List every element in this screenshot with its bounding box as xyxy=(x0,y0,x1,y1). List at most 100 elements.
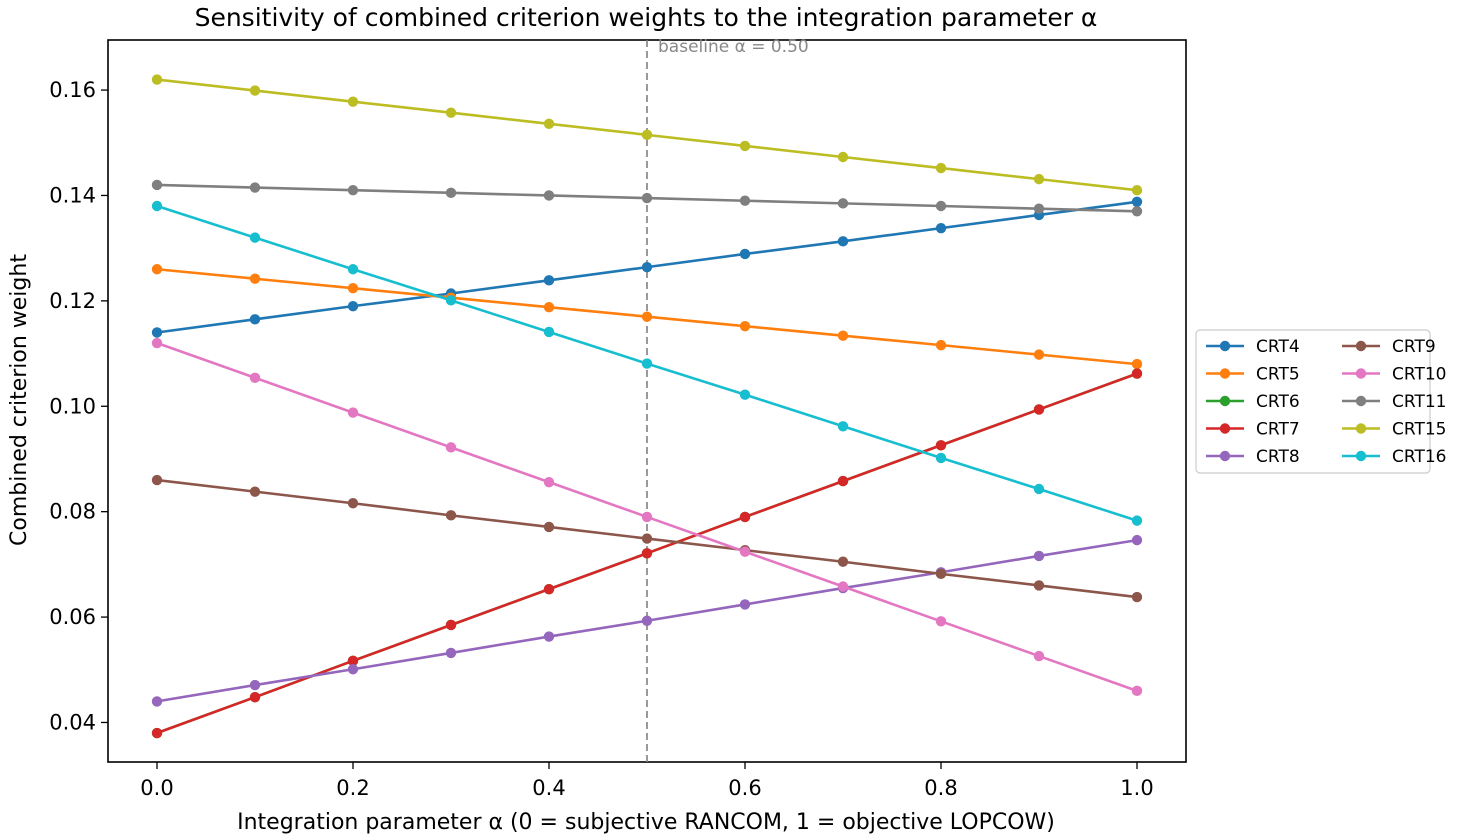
data-point-crt11 xyxy=(347,184,359,196)
data-point-crt15 xyxy=(445,107,457,118)
y-tick-label: 0.12 xyxy=(49,289,96,313)
y-tick-label: 0.04 xyxy=(49,710,96,734)
legend-marker-crt9 xyxy=(1355,340,1367,352)
x-tick-label: 0.4 xyxy=(532,776,565,800)
data-point-crt16 xyxy=(1033,483,1045,495)
data-point-crt5 xyxy=(641,311,653,322)
legend-label-crt6: CRT6 xyxy=(1256,392,1300,412)
data-point-crt15 xyxy=(347,96,359,107)
data-point-crt16 xyxy=(739,389,751,400)
data-point-crt7 xyxy=(249,691,261,703)
data-point-crt10 xyxy=(543,476,555,488)
data-point-crt7 xyxy=(543,583,555,595)
data-point-crt10 xyxy=(739,546,751,557)
data-point-crt5 xyxy=(935,339,947,351)
data-point-crt15 xyxy=(837,151,849,163)
data-point-crt9 xyxy=(837,556,849,567)
data-point-crt5 xyxy=(837,330,849,341)
legend-label-crt9: CRT9 xyxy=(1392,337,1436,357)
data-point-crt15 xyxy=(641,129,653,141)
y-tick-label: 0.06 xyxy=(49,605,96,629)
data-point-crt15 xyxy=(1131,184,1143,196)
legend-marker-crt5 xyxy=(1219,368,1231,379)
x-tick-label: 1.0 xyxy=(1120,776,1153,800)
data-point-crt5 xyxy=(347,283,359,294)
data-point-crt16 xyxy=(1131,515,1143,526)
legend-marker-crt4 xyxy=(1219,340,1231,352)
data-point-crt16 xyxy=(249,232,261,243)
data-point-crt9 xyxy=(445,510,457,521)
data-point-crt16 xyxy=(347,264,359,275)
series-crt4 xyxy=(151,196,1143,338)
data-point-crt15 xyxy=(935,162,947,174)
data-point-crt9 xyxy=(1131,591,1143,603)
legend-label-crt8: CRT8 xyxy=(1256,447,1300,467)
series-crt5 xyxy=(151,264,1143,370)
data-point-crt8 xyxy=(249,679,261,691)
axes-frame xyxy=(107,39,1187,763)
plot-area: 0.0 0.2 0.4 0.6 0.8 1.0 0.04 0.06 0.08 0.10 0.12 0.… xyxy=(49,37,1187,800)
data-point-crt9 xyxy=(935,568,947,580)
series-crt7 xyxy=(151,368,1143,739)
data-point-crt10 xyxy=(151,337,163,349)
data-point-crt4 xyxy=(641,261,653,273)
data-point-crt16 xyxy=(151,200,163,212)
data-point-crt8 xyxy=(445,647,457,659)
data-point-crt10 xyxy=(249,372,261,384)
chart-title: Sensitivity of combined criterion weight… xyxy=(195,3,1098,32)
data-point-crt10 xyxy=(445,442,457,453)
data-point-crt5 xyxy=(1131,358,1143,370)
legend-box xyxy=(1195,329,1431,474)
data-point-crt4 xyxy=(935,222,947,234)
data-point-crt4 xyxy=(347,300,359,312)
data-point-crt9 xyxy=(1033,580,1045,591)
data-point-crt10 xyxy=(347,407,359,418)
legend-label-crt11: CRT11 xyxy=(1392,392,1446,412)
legend-marker-crt7 xyxy=(1219,423,1231,434)
data-point-crt11 xyxy=(249,182,261,193)
series-crt15 xyxy=(151,74,1143,196)
x-tick-label: 0.6 xyxy=(728,776,761,800)
legend-label-crt7: CRT7 xyxy=(1256,420,1300,440)
data-point-crt9 xyxy=(641,533,653,544)
data-point-crt9 xyxy=(347,498,359,509)
legend-marker-crt8 xyxy=(1219,450,1231,462)
data-point-crt5 xyxy=(739,320,751,332)
data-point-crt7 xyxy=(347,655,359,667)
data-point-crt9 xyxy=(543,521,555,533)
x-axis-label: Integration parameter α (0 = subjective … xyxy=(237,810,1055,835)
data-point-crt5 xyxy=(1033,349,1045,360)
legend-marker-crt16 xyxy=(1355,450,1367,462)
data-point-crt7 xyxy=(445,619,457,631)
data-point-crt11 xyxy=(445,187,457,199)
data-point-crt4 xyxy=(837,236,849,247)
data-point-crt10 xyxy=(935,616,947,627)
legend-label-crt10: CRT10 xyxy=(1392,365,1446,385)
legend-marker-crt11 xyxy=(1355,395,1367,407)
legend-marker-crt6 xyxy=(1219,395,1231,407)
data-point-crt7 xyxy=(151,727,163,739)
data-point-crt16 xyxy=(445,295,457,306)
data-point-crt5 xyxy=(151,264,163,275)
series-crt16 xyxy=(151,200,1143,526)
data-point-crt7 xyxy=(1033,404,1045,415)
data-point-crt10 xyxy=(837,581,849,592)
data-point-crt8 xyxy=(543,631,555,642)
data-point-crt5 xyxy=(543,301,555,313)
data-point-crt10 xyxy=(1131,685,1143,697)
series-crt11 xyxy=(151,179,1143,217)
legend-label-crt15: CRT15 xyxy=(1392,420,1446,440)
data-point-crt7 xyxy=(739,511,751,523)
legend-label-crt16: CRT16 xyxy=(1392,447,1446,467)
baseline-label: baseline α = 0.50 xyxy=(658,37,809,57)
data-point-crt4 xyxy=(739,248,751,260)
data-point-crt11 xyxy=(543,190,555,201)
x-tick-label: 0.8 xyxy=(924,776,957,800)
data-point-crt7 xyxy=(935,440,947,451)
data-point-crt8 xyxy=(347,664,359,675)
legend-label-crt5: CRT5 xyxy=(1256,365,1300,385)
data-point-crt11 xyxy=(935,200,947,212)
data-point-crt5 xyxy=(249,273,261,284)
y-axis-label: Combined criterion weight xyxy=(7,254,32,546)
